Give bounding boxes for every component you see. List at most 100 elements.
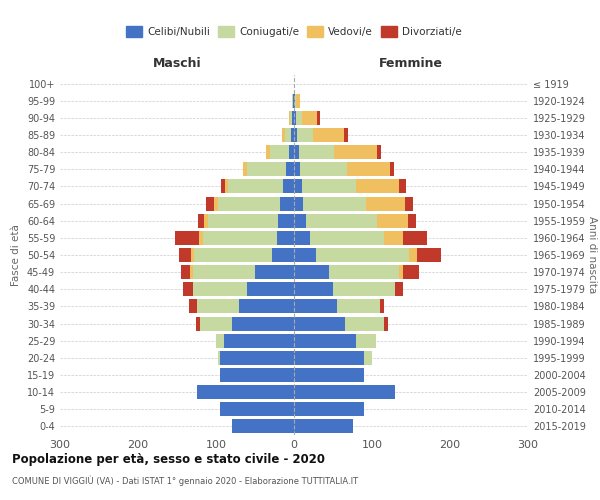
Text: Femmine: Femmine — [379, 57, 443, 70]
Bar — [297, 128, 313, 142]
Bar — [356, 180, 400, 194]
Bar — [183, 282, 193, 296]
Bar — [196, 316, 200, 330]
Bar — [299, 145, 334, 159]
Bar — [191, 248, 194, 262]
Bar — [316, 248, 409, 262]
Bar — [197, 385, 294, 399]
Bar — [395, 282, 403, 296]
Bar — [194, 248, 272, 262]
Bar — [294, 351, 364, 365]
Bar — [294, 402, 364, 416]
Bar — [294, 162, 300, 176]
Bar — [293, 94, 294, 108]
Text: Popolazione per età, sesso e stato civile - 2020: Popolazione per età, sesso e stato civil… — [12, 452, 325, 466]
Bar — [334, 145, 377, 159]
Bar — [200, 316, 232, 330]
Bar — [208, 214, 278, 228]
Bar — [417, 248, 440, 262]
Bar — [204, 214, 208, 228]
Bar — [239, 300, 294, 314]
Bar — [384, 316, 388, 330]
Bar — [224, 180, 229, 194]
Bar — [294, 214, 307, 228]
Bar — [214, 196, 218, 210]
Bar — [294, 180, 302, 194]
Bar — [220, 351, 294, 365]
Bar — [289, 145, 294, 159]
Bar — [313, 128, 344, 142]
Bar — [403, 231, 427, 245]
Bar — [310, 231, 384, 245]
Bar — [206, 196, 214, 210]
Bar — [294, 265, 329, 279]
Bar — [232, 316, 294, 330]
Bar — [283, 180, 294, 194]
Bar — [294, 420, 353, 434]
Bar — [294, 282, 333, 296]
Bar — [333, 282, 395, 296]
Bar — [289, 111, 290, 125]
Bar — [232, 420, 294, 434]
Bar — [364, 351, 372, 365]
Bar — [270, 145, 289, 159]
Bar — [409, 248, 417, 262]
Bar — [291, 128, 294, 142]
Bar — [203, 231, 277, 245]
Bar — [344, 316, 384, 330]
Bar — [356, 334, 376, 347]
Bar — [284, 128, 291, 142]
Bar — [255, 265, 294, 279]
Bar — [199, 231, 203, 245]
Legend: Celibi/Nubili, Coniugati/e, Vedovi/e, Divorziati/e: Celibi/Nubili, Coniugati/e, Vedovi/e, Di… — [122, 22, 466, 41]
Bar — [218, 351, 220, 365]
Bar — [302, 111, 317, 125]
Bar — [278, 214, 294, 228]
Bar — [377, 145, 380, 159]
Bar — [193, 282, 247, 296]
Bar — [366, 196, 405, 210]
Bar — [294, 316, 344, 330]
Bar — [295, 94, 296, 108]
Bar — [304, 196, 366, 210]
Bar — [294, 111, 296, 125]
Bar — [266, 145, 270, 159]
Bar — [218, 196, 280, 210]
Bar — [408, 214, 416, 228]
Bar — [294, 94, 295, 108]
Bar — [221, 180, 224, 194]
Bar — [405, 196, 413, 210]
Bar — [220, 368, 294, 382]
Bar — [302, 180, 356, 194]
Bar — [294, 196, 304, 210]
Bar — [294, 231, 310, 245]
Bar — [400, 265, 403, 279]
Bar — [296, 94, 300, 108]
Bar — [190, 265, 193, 279]
Bar — [292, 111, 294, 125]
Bar — [403, 265, 419, 279]
Bar — [347, 162, 390, 176]
Bar — [283, 128, 284, 142]
Bar — [329, 265, 400, 279]
Text: COMUNE DI VIGGIÙ (VA) - Dati ISTAT 1° gennaio 2020 - Elaborazione TUTTITALIA.IT: COMUNE DI VIGGIÙ (VA) - Dati ISTAT 1° ge… — [12, 476, 358, 486]
Bar — [294, 248, 316, 262]
Bar — [224, 334, 294, 347]
Bar — [247, 282, 294, 296]
Bar — [197, 300, 239, 314]
Bar — [216, 334, 224, 347]
Bar — [229, 180, 283, 194]
Bar — [294, 334, 356, 347]
Bar — [294, 368, 364, 382]
Bar — [296, 111, 302, 125]
Bar — [292, 94, 293, 108]
Bar — [198, 214, 204, 228]
Bar — [193, 265, 255, 279]
Bar — [300, 162, 347, 176]
Bar — [272, 248, 294, 262]
Y-axis label: Anni di nascita: Anni di nascita — [587, 216, 597, 294]
Bar — [286, 162, 294, 176]
Bar — [188, 300, 197, 314]
Bar — [280, 196, 294, 210]
Bar — [181, 265, 190, 279]
